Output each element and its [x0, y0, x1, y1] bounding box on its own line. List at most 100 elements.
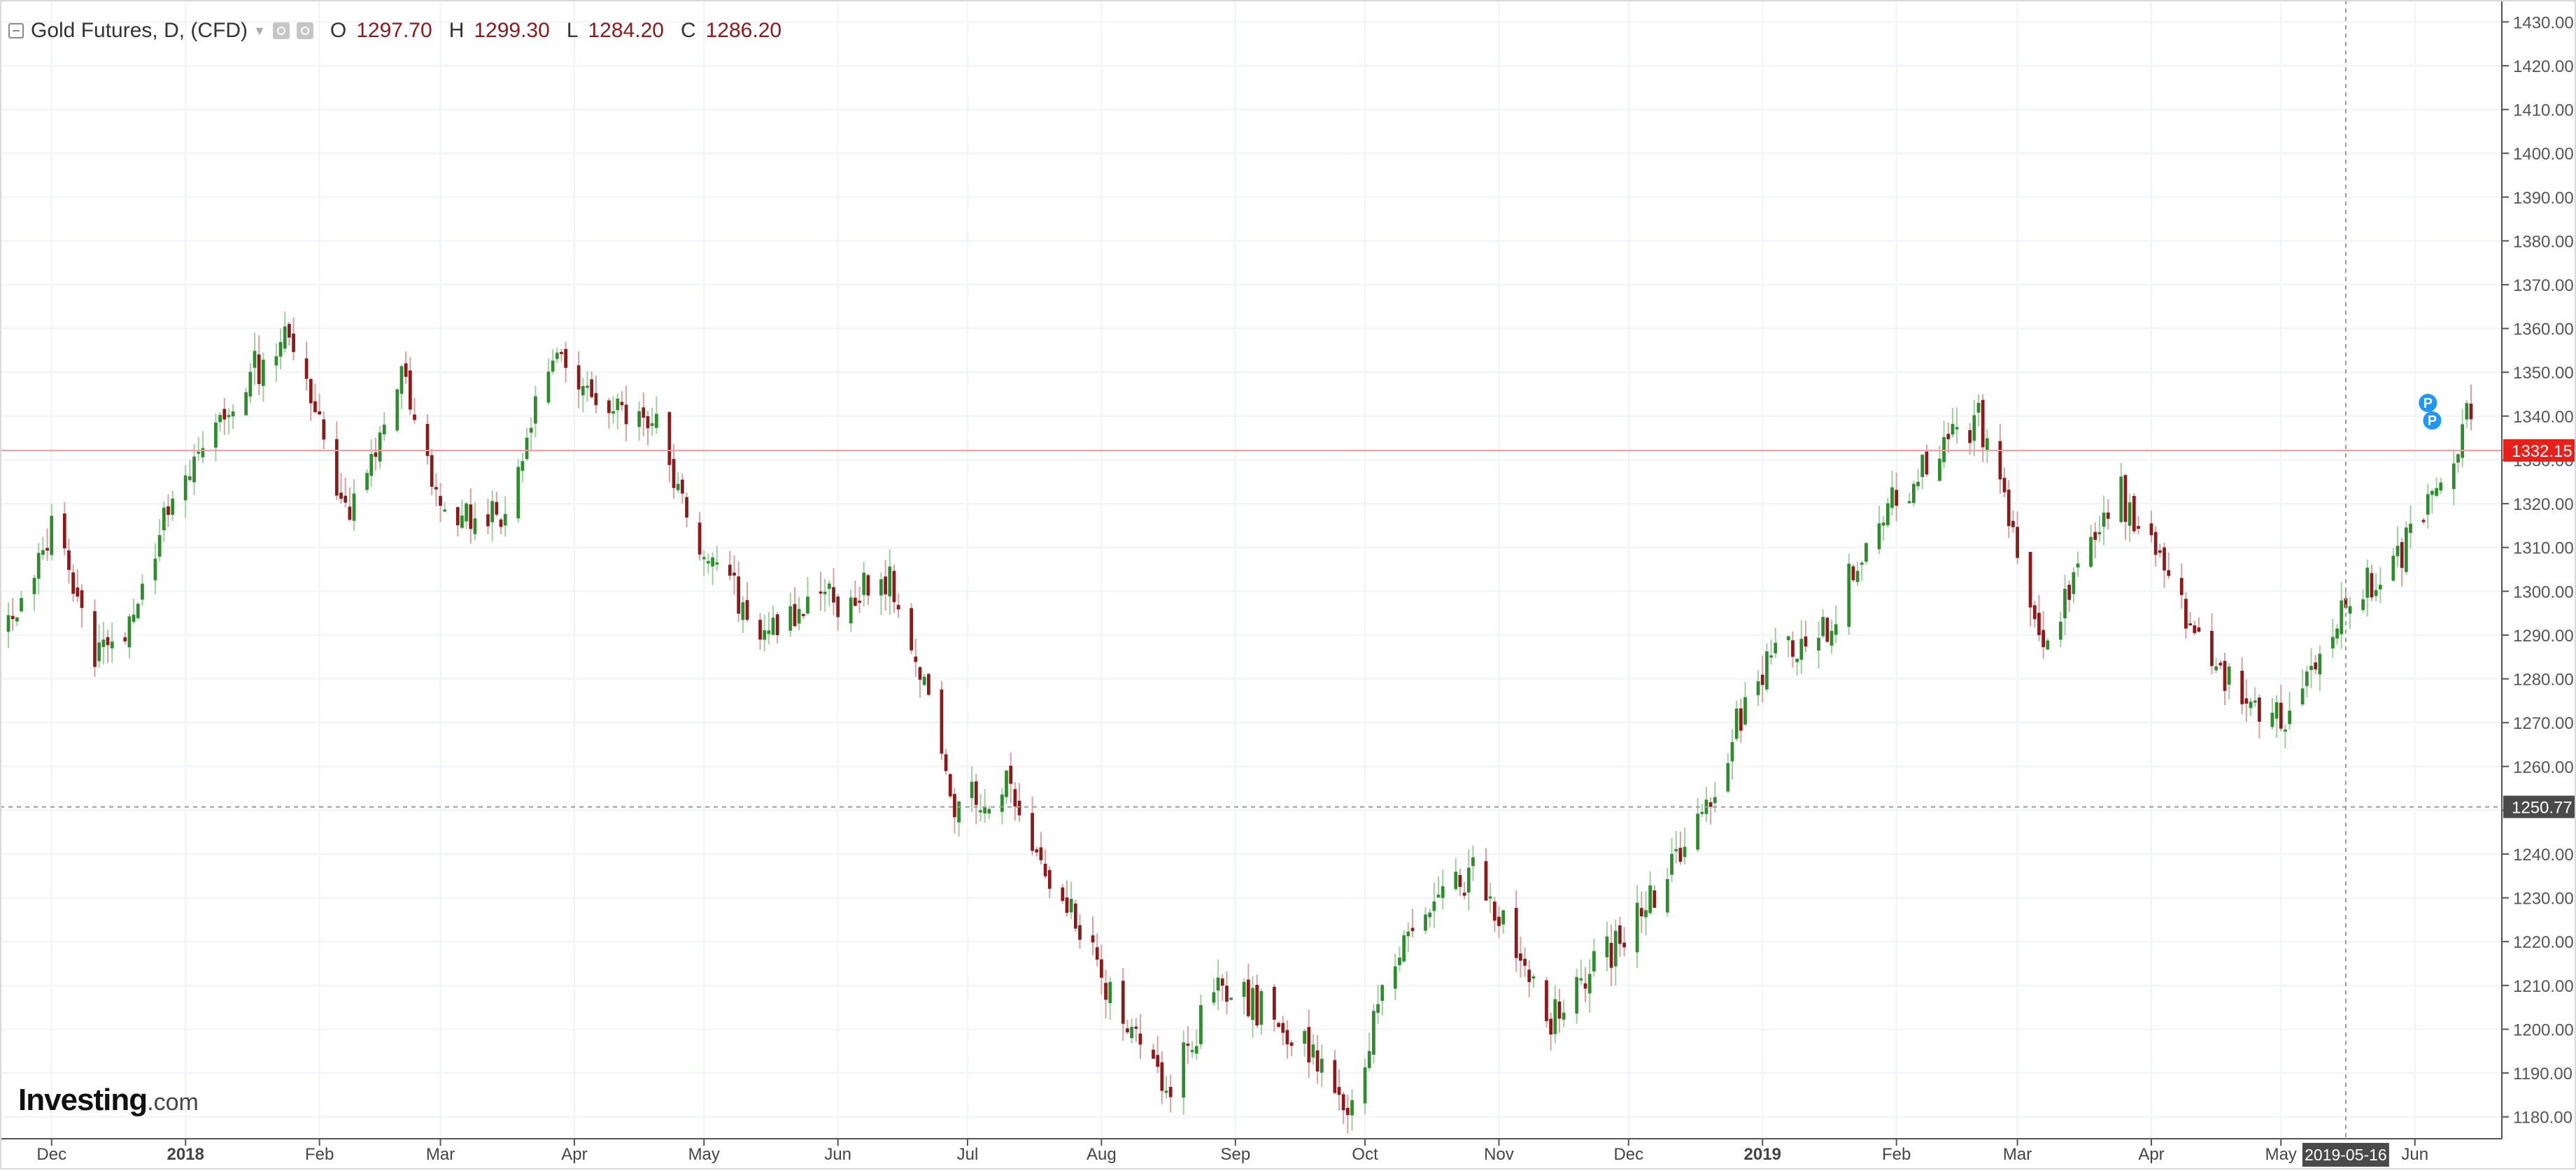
candle-body — [1251, 988, 1254, 1021]
candle — [555, 348, 559, 364]
symbol-title[interactable]: Gold Futures, D, (CFD) — [31, 19, 248, 42]
crosshair-price-badge-bg — [2503, 795, 2576, 818]
candle — [1683, 827, 1687, 865]
candle-body — [399, 366, 404, 394]
candle-body — [1073, 903, 1077, 929]
candle-body — [1895, 490, 1899, 506]
candle — [953, 788, 956, 834]
candle-body — [2223, 660, 2227, 691]
candle-body — [1376, 1004, 1380, 1013]
candle — [646, 411, 650, 446]
investing-logo: Investing.com — [18, 1083, 199, 1118]
candle — [849, 589, 853, 632]
time-tick-label: Jun — [824, 1145, 851, 1164]
marker-label: P — [2423, 396, 2433, 411]
candle — [1955, 407, 1959, 444]
candle-body — [1194, 1046, 1198, 1054]
candle-body — [1998, 441, 2002, 480]
candle-body — [1458, 874, 1462, 888]
logo-text: Investing — [18, 1083, 148, 1117]
candle — [2137, 516, 2140, 534]
candle — [888, 549, 892, 616]
candle — [201, 431, 205, 464]
candle-body — [1951, 424, 1955, 435]
candle-body — [836, 596, 840, 618]
candle — [344, 478, 348, 508]
candle-body — [1985, 438, 1989, 450]
candle-body — [1527, 969, 1531, 983]
candle-body — [10, 616, 15, 619]
candle — [1877, 506, 1881, 555]
candle — [1078, 913, 1082, 949]
price-axis: 1180.00 1190.00 1200.00 1210.00 1220.00 1230.… — [2501, 0, 2576, 1139]
time-tick-label: Oct — [1352, 1145, 1378, 1164]
candle-body — [1078, 925, 1082, 940]
candle-body — [1121, 981, 1125, 1024]
candle-body — [1501, 910, 1506, 925]
candle-body — [2435, 488, 2438, 496]
candle — [858, 586, 861, 613]
candle-body — [1013, 789, 1017, 807]
candle-body — [171, 498, 175, 515]
candle-body — [1860, 562, 1864, 565]
candle — [560, 348, 563, 362]
candle-body — [2344, 598, 2348, 609]
gear-icon[interactable] — [296, 22, 313, 39]
candle — [715, 546, 719, 571]
candle-body — [646, 415, 650, 429]
candle — [1799, 620, 1804, 674]
candle-body — [304, 358, 309, 379]
chevron-down-icon[interactable]: ▼ — [253, 23, 266, 38]
candle-body — [1428, 912, 1432, 918]
candle — [1156, 1036, 1160, 1073]
candle — [616, 393, 620, 429]
candle-body — [1583, 983, 1587, 989]
candle-body — [1635, 902, 1639, 953]
candle-body — [425, 424, 430, 456]
candle-body — [1289, 1042, 1294, 1046]
candle-body — [1315, 1050, 1319, 1072]
candle — [1514, 890, 1518, 972]
collapse-icon[interactable] — [8, 23, 24, 38]
candle — [1303, 1028, 1306, 1057]
candle — [486, 498, 490, 534]
candle-body — [1531, 976, 1536, 979]
candle — [2153, 526, 2158, 567]
candle-body — [879, 579, 883, 596]
candle-body — [162, 507, 166, 531]
candle-body — [823, 591, 827, 595]
candle — [957, 800, 961, 837]
last-price-badge-label: 1332.15 — [2512, 442, 2573, 461]
candle — [2391, 548, 2395, 582]
candle-body — [1406, 931, 1410, 937]
candle-body — [1225, 986, 1229, 1002]
candle-body — [1432, 901, 1436, 911]
candle-body — [1424, 914, 1427, 931]
candle-body — [1091, 935, 1095, 943]
candle-body — [153, 558, 157, 581]
candle-body — [465, 503, 468, 522]
candle — [771, 605, 775, 636]
eye-icon[interactable] — [272, 22, 290, 39]
candle — [2249, 697, 2253, 716]
candle-body — [2421, 520, 2426, 522]
candle — [2046, 638, 2050, 651]
candle-body — [76, 587, 80, 597]
candle-body — [2097, 532, 2102, 534]
candle — [910, 603, 914, 655]
candle-body — [132, 614, 136, 623]
candle — [948, 773, 952, 799]
candle — [620, 391, 624, 411]
candle — [576, 351, 581, 408]
candle — [1393, 953, 1397, 1000]
candle — [607, 397, 611, 429]
candle-body — [525, 437, 529, 460]
price-tick-label: 1360.00 — [2513, 320, 2574, 339]
candle-body — [1402, 935, 1406, 962]
candle — [408, 357, 412, 415]
candle — [132, 598, 136, 625]
candle — [1121, 968, 1125, 1041]
candle — [1825, 616, 1830, 643]
